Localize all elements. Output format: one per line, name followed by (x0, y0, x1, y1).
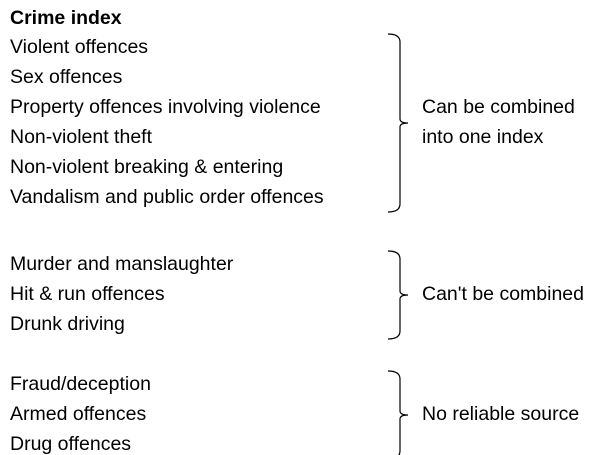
item: Murder and manslaughter (10, 253, 234, 275)
item: Hit & run offences (10, 283, 165, 305)
group-label: into one index (422, 126, 544, 148)
brace (387, 250, 409, 340)
item: Drug offences (10, 433, 131, 455)
item: Property offences involving violence (10, 96, 321, 118)
brace (387, 370, 409, 455)
item: Armed offences (10, 403, 146, 425)
group-label: Can be combined (422, 96, 575, 118)
item: Vandalism and public order offences (10, 186, 324, 208)
item: Sex offences (10, 66, 123, 88)
brace (387, 33, 409, 213)
item: Non-violent theft (10, 126, 153, 148)
item: Violent offences (10, 36, 148, 58)
item: Fraud/deception (10, 373, 151, 395)
item: Non-violent breaking & entering (10, 156, 283, 178)
item: Drunk driving (10, 313, 125, 335)
group-label: Can't be combined (422, 283, 584, 305)
group-label: No reliable source (422, 403, 579, 425)
title: Crime index (10, 7, 122, 29)
